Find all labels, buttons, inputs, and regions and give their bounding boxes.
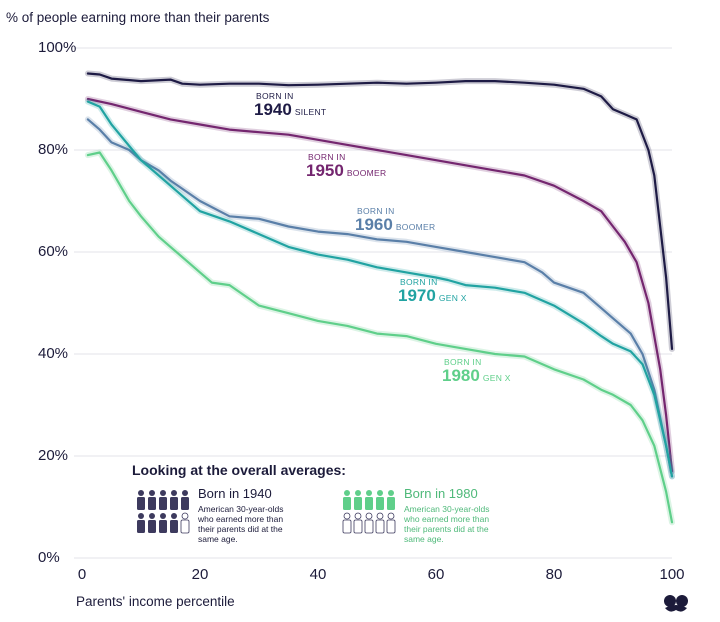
series-label-1940: BORN IN 1940 SILENT	[254, 92, 326, 119]
person-icon	[343, 490, 351, 510]
person-icon	[148, 490, 156, 510]
series-line-1980	[86, 151, 674, 524]
person-icon	[159, 490, 167, 510]
averages-panel: Looking at the overall averages: Born in…	[132, 462, 512, 544]
series-label-year: 1940	[254, 99, 292, 119]
person-icon	[387, 490, 395, 510]
person-icon	[386, 512, 396, 534]
averages-title: Looking at the overall averages:	[132, 462, 346, 478]
x-axis-label: Parents' income percentile	[76, 594, 235, 609]
series-lines	[84, 70, 675, 526]
series-label-born: BORN IN	[400, 277, 438, 287]
y-tick-label: 0%	[38, 549, 60, 566]
series-label-born: BORN IN	[357, 206, 395, 216]
person-icon	[364, 512, 374, 534]
series-line-1960	[86, 118, 674, 478]
y-axis-label: % of people earning more than their pare…	[6, 10, 270, 25]
series-line-1950	[86, 97, 674, 473]
average-heading: Born in 1940	[198, 486, 272, 501]
people-icon-grid	[342, 490, 396, 534]
person-icon	[148, 513, 156, 533]
person-icon	[159, 513, 167, 533]
y-tick-label: 80%	[38, 141, 69, 158]
person-icon	[354, 490, 362, 510]
x-tick-label: 0	[77, 566, 87, 583]
series-label-1960: BORN IN 1960 BOOMER	[355, 207, 435, 234]
series-label-generation: BOOMER	[346, 167, 387, 178]
person-icon	[137, 490, 145, 510]
series-line-1970	[86, 100, 674, 478]
series-label-born: BORN IN	[256, 91, 294, 101]
person-icon	[353, 512, 363, 534]
series-label-born: BORN IN	[308, 152, 346, 162]
average-heading: Born in 1980	[404, 486, 478, 501]
series-label-generation: GEN X	[438, 292, 467, 303]
average-description: American 30-year-olds who earned more th…	[198, 504, 284, 544]
person-icon	[137, 513, 145, 533]
y-tick-label: 60%	[38, 243, 69, 260]
person-icon	[365, 490, 373, 510]
person-icon	[170, 513, 178, 533]
brand-logo-icon	[664, 595, 688, 612]
series-label-generation: GEN X	[482, 372, 511, 383]
series-label-year: 1980	[442, 365, 480, 385]
x-tick-label: 40	[309, 566, 327, 583]
series-label-1970: BORN IN 1970 GEN X	[398, 278, 467, 305]
person-icon	[375, 512, 385, 534]
series-label-year: 1970	[398, 285, 436, 305]
series-label-born: BORN IN	[444, 357, 482, 367]
x-tick-label: 60	[427, 566, 445, 583]
series-label-year: 1960	[355, 214, 393, 234]
y-tick-label: 20%	[38, 447, 69, 464]
person-icon	[170, 490, 178, 510]
average-description: American 30-year-olds who earned more th…	[404, 504, 490, 544]
people-icon-grid	[137, 490, 190, 534]
person-icon	[180, 512, 190, 534]
series-label-generation: SILENT	[294, 106, 327, 117]
x-tick-label: 20	[191, 566, 209, 583]
series-label-1950: BORN IN 1950 BOOMER	[306, 153, 386, 180]
person-icon	[181, 490, 189, 510]
series-label-year: 1950	[306, 160, 344, 180]
x-tick-label: 100	[659, 566, 685, 583]
series-label-generation: BOOMER	[395, 221, 436, 232]
y-tick-label: 100%	[38, 39, 77, 56]
person-icon	[342, 512, 352, 534]
series-label-1980: BORN IN 1980 GEN X	[442, 358, 511, 385]
y-tick-label: 40%	[38, 345, 69, 362]
x-tick-label: 80	[545, 566, 563, 583]
person-icon	[376, 490, 384, 510]
series-line-1940	[86, 72, 674, 350]
